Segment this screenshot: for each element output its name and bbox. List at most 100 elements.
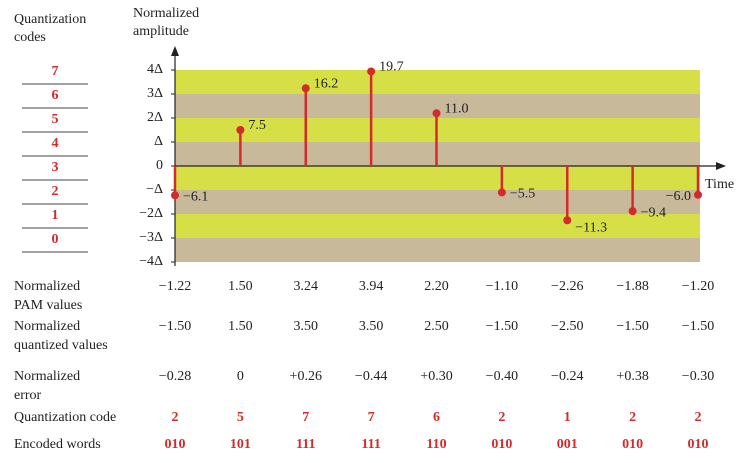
cell: −0.44 bbox=[355, 369, 387, 384]
cell: −1.50 bbox=[682, 319, 714, 334]
y-tick-label: Δ bbox=[154, 134, 163, 149]
cell: −2.26 bbox=[551, 279, 583, 294]
cell: −1.22 bbox=[159, 279, 191, 294]
y-tick-label: −Δ bbox=[146, 182, 163, 197]
sample-label: 19.7 bbox=[379, 60, 404, 75]
row-label: Normalized bbox=[14, 369, 80, 384]
band bbox=[175, 214, 700, 238]
code: 2 bbox=[52, 184, 59, 199]
cell: 2 bbox=[172, 410, 179, 425]
y-tick-label: −4Δ bbox=[139, 254, 163, 269]
sample-label: −5.5 bbox=[510, 187, 535, 202]
cell: −0.30 bbox=[682, 369, 714, 384]
cell: 111 bbox=[361, 437, 380, 452]
cell: 7 bbox=[368, 410, 375, 425]
cell: −0.40 bbox=[486, 369, 518, 384]
cell: 6 bbox=[433, 410, 440, 425]
x-label: Time bbox=[705, 177, 734, 192]
sample-label: −11.3 bbox=[575, 220, 607, 235]
cell: 2 bbox=[695, 410, 702, 425]
cell: 1 bbox=[564, 410, 571, 425]
band bbox=[175, 166, 700, 190]
code: 3 bbox=[52, 160, 59, 175]
code: 7 bbox=[52, 64, 59, 79]
y-label: Normalized bbox=[133, 6, 199, 21]
sample-label: 7.5 bbox=[248, 118, 266, 133]
sample-label: 16.2 bbox=[314, 76, 339, 91]
row-label: Encoded words bbox=[14, 437, 101, 452]
code: 5 bbox=[52, 112, 59, 127]
sample-dot bbox=[367, 67, 376, 76]
y-tick-label: −3Δ bbox=[139, 230, 163, 245]
cell: +0.38 bbox=[616, 369, 648, 384]
sample-dot bbox=[432, 109, 441, 118]
cell: −0.24 bbox=[551, 369, 583, 384]
cell: 3.94 bbox=[359, 279, 384, 294]
cell: 010 bbox=[491, 437, 512, 452]
code: 4 bbox=[52, 136, 59, 151]
cell: −1.88 bbox=[616, 279, 648, 294]
row-label: Quantization code bbox=[14, 410, 116, 425]
cell: 010 bbox=[165, 437, 186, 452]
row-label: quantized values bbox=[14, 338, 108, 353]
band bbox=[175, 238, 700, 262]
cell: 111 bbox=[296, 437, 315, 452]
row-label: PAM values bbox=[14, 298, 82, 313]
cell: −1.50 bbox=[159, 319, 191, 334]
sample-dot bbox=[563, 216, 572, 225]
sample-dot bbox=[301, 84, 310, 93]
y-tick-label: 2Δ bbox=[147, 110, 163, 125]
sample-label: −6.1 bbox=[183, 189, 208, 204]
row-label: Normalized bbox=[14, 279, 80, 294]
codes-label: codes bbox=[14, 30, 46, 45]
y-tick-label: 4Δ bbox=[147, 62, 163, 77]
cell: 1.50 bbox=[228, 319, 253, 334]
cell: +0.26 bbox=[290, 369, 322, 384]
sample-dot bbox=[171, 191, 179, 200]
cell: −1.10 bbox=[486, 279, 518, 294]
cell: 101 bbox=[230, 437, 251, 452]
y-arrow bbox=[171, 46, 179, 56]
cell: 7 bbox=[302, 410, 309, 425]
cell: 1.50 bbox=[228, 279, 253, 294]
cell: 2 bbox=[498, 410, 505, 425]
y-tick-label: 0 bbox=[156, 158, 163, 173]
cell: 3.50 bbox=[359, 319, 384, 334]
cell: 2.50 bbox=[424, 319, 449, 334]
sample-dot bbox=[628, 207, 637, 216]
row-label: error bbox=[14, 388, 42, 403]
cell: 001 bbox=[557, 437, 578, 452]
cell: −2.50 bbox=[551, 319, 583, 334]
sample-dot bbox=[236, 126, 245, 134]
cell: −1.20 bbox=[682, 279, 714, 294]
band bbox=[175, 190, 700, 214]
codes-label: Quantization bbox=[14, 12, 86, 27]
sample-dot bbox=[497, 188, 506, 197]
cell: −1.50 bbox=[616, 319, 648, 334]
sample-label: −9.4 bbox=[641, 205, 666, 220]
sample-dot bbox=[694, 190, 702, 199]
cell: −0.28 bbox=[159, 369, 191, 384]
sample-label: 11.0 bbox=[445, 101, 469, 116]
y-tick-label: −2Δ bbox=[139, 206, 163, 221]
cell: −1.50 bbox=[486, 319, 518, 334]
cell: 3.24 bbox=[294, 279, 319, 294]
cell: 0 bbox=[237, 369, 244, 384]
cell: 5 bbox=[237, 410, 244, 425]
cell: +0.30 bbox=[420, 369, 452, 384]
code: 1 bbox=[52, 208, 59, 223]
code: 0 bbox=[52, 232, 59, 247]
row-label: Normalized bbox=[14, 319, 80, 334]
x-arrow bbox=[716, 162, 726, 170]
cell: 110 bbox=[426, 437, 446, 452]
code: 6 bbox=[52, 88, 59, 103]
cell: 3.50 bbox=[294, 319, 319, 334]
sample-label: −6.0 bbox=[666, 189, 691, 204]
y-tick-label: 3Δ bbox=[147, 86, 163, 101]
band bbox=[175, 70, 700, 94]
y-label: amplitude bbox=[133, 24, 189, 39]
cell: 010 bbox=[688, 437, 709, 452]
cell: 2 bbox=[629, 410, 636, 425]
cell: 2.20 bbox=[424, 279, 449, 294]
